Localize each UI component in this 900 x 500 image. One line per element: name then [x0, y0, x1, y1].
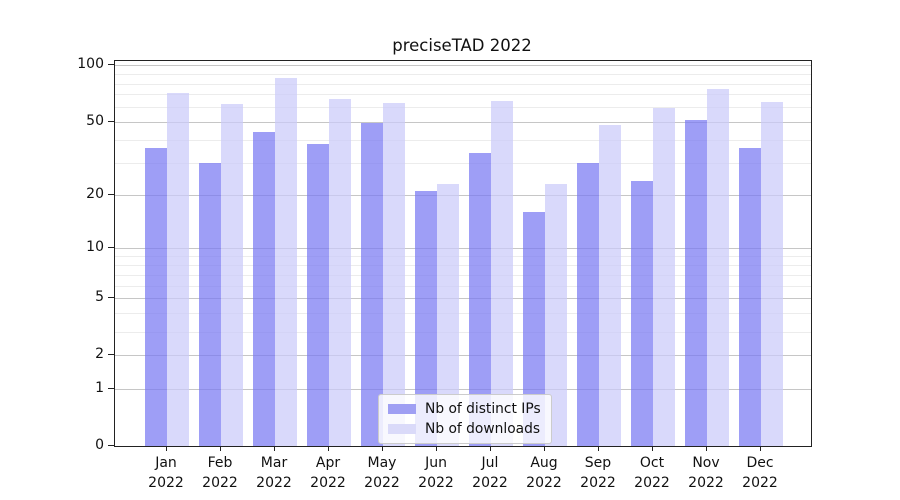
gridline-minor — [115, 285, 811, 287]
x-tick-label: Nov 2022 — [688, 455, 724, 491]
gridline-major — [115, 65, 811, 67]
x-tick-label: Apr 2022 — [310, 455, 346, 491]
gridline-major — [115, 121, 811, 123]
bar-dec-downloads — [761, 101, 783, 446]
bar-apr-downloads — [329, 99, 351, 446]
x-tick-label: Dec 2022 — [742, 455, 778, 491]
gridline-minor — [115, 331, 811, 333]
bar-may-downloads — [383, 103, 405, 446]
y-tick-label: 100 — [77, 56, 104, 73]
legend-swatch-distinct-ips — [388, 403, 416, 414]
y-tick-label: 2 — [95, 346, 104, 363]
y-tick-mark — [108, 64, 114, 66]
bar-jun-distinct-ips — [415, 191, 437, 446]
x-tick-mark — [652, 446, 653, 451]
x-tick-label: Jan 2022 — [148, 455, 184, 491]
y-tick-mark — [108, 120, 114, 122]
bar-aug-distinct-ips — [523, 212, 545, 446]
gridline-major — [115, 355, 811, 357]
x-tick-mark — [544, 446, 545, 451]
y-tick-label: 50 — [86, 112, 104, 129]
gridline-minor — [115, 74, 811, 75]
legend-swatch-downloads — [388, 423, 416, 434]
bar-oct-downloads — [653, 108, 675, 446]
x-tick-label: Jun 2022 — [418, 455, 454, 491]
gridline-major — [115, 248, 811, 250]
x-tick-label: Feb 2022 — [202, 455, 238, 491]
chart-title: preciseTAD 2022 — [392, 36, 532, 55]
gridline-minor — [115, 107, 811, 108]
y-tick-label: 1 — [95, 379, 104, 396]
gridline-minor — [115, 162, 811, 164]
bar-jan-downloads — [167, 93, 189, 446]
bar-aug-downloads — [545, 183, 567, 446]
gridline-minor — [115, 139, 811, 141]
bar-jan-distinct-ips — [145, 148, 167, 446]
x-tick-mark — [274, 446, 275, 451]
gridline-major — [115, 298, 811, 300]
bar-mar-downloads — [275, 77, 297, 446]
x-tick-mark — [436, 446, 437, 451]
bar-nov-distinct-ips — [685, 120, 707, 446]
x-tick-label: Sep 2022 — [580, 455, 616, 491]
gridline-minor — [115, 274, 811, 276]
bar-apr-distinct-ips — [307, 143, 329, 446]
x-tick-mark — [598, 446, 599, 451]
x-tick-label: Oct 2022 — [634, 455, 670, 491]
y-tick-mark — [108, 193, 114, 195]
y-tick-label: 10 — [86, 239, 104, 256]
bar-sep-distinct-ips — [577, 162, 599, 446]
x-tick-mark — [490, 446, 491, 451]
gridline-major — [115, 194, 811, 196]
bar-may-distinct-ips — [361, 123, 383, 446]
gridline-major — [115, 388, 811, 390]
x-tick-label: Mar 2022 — [256, 455, 292, 491]
bar-jul-downloads — [491, 100, 513, 446]
bar-dec-distinct-ips — [739, 148, 761, 446]
x-tick-mark — [706, 446, 707, 451]
legend-label-distinct-ips: Nb of distinct IPs — [425, 400, 541, 417]
x-tick-mark — [220, 446, 221, 451]
bar-jul-distinct-ips — [469, 152, 491, 446]
bar-feb-downloads — [221, 104, 243, 446]
bar-nov-downloads — [707, 88, 729, 446]
y-tick-mark — [108, 354, 114, 356]
y-tick-mark — [108, 297, 114, 299]
x-tick-label: Jul 2022 — [472, 455, 508, 491]
bar-jun-downloads — [437, 183, 459, 446]
y-tick-label: 5 — [95, 289, 104, 306]
x-tick-mark — [166, 446, 167, 451]
gridline-minor — [115, 83, 811, 85]
y-tick-mark — [108, 387, 114, 389]
bar-mar-distinct-ips — [253, 132, 275, 446]
y-tick-label: 20 — [86, 185, 104, 202]
y-tick-label: 0 — [95, 437, 104, 453]
legend-item-downloads: Nb of downloads — [388, 420, 541, 437]
x-tick-label: May 2022 — [364, 455, 400, 491]
x-tick-mark — [328, 446, 329, 451]
gridline-minor — [115, 313, 811, 315]
y-tick-mark — [108, 247, 114, 249]
legend-label-downloads: Nb of downloads — [425, 420, 541, 437]
gridline-minor — [115, 264, 811, 266]
gridline-minor — [115, 94, 811, 96]
bar-sep-downloads — [599, 125, 621, 446]
x-tick-mark — [382, 446, 383, 451]
legend-item-distinct-ips: Nb of distinct IPs — [388, 400, 541, 417]
bar-oct-distinct-ips — [631, 180, 653, 446]
y-tick-mark — [108, 445, 114, 446]
x-tick-label: Aug 2022 — [526, 455, 562, 491]
plot-area: Nb of distinct IPs Nb of downloads — [114, 60, 812, 447]
legend: Nb of distinct IPs Nb of downloads — [378, 394, 552, 444]
x-tick-mark — [760, 446, 761, 451]
bar-feb-distinct-ips — [199, 162, 221, 446]
gridline-minor — [115, 256, 811, 258]
